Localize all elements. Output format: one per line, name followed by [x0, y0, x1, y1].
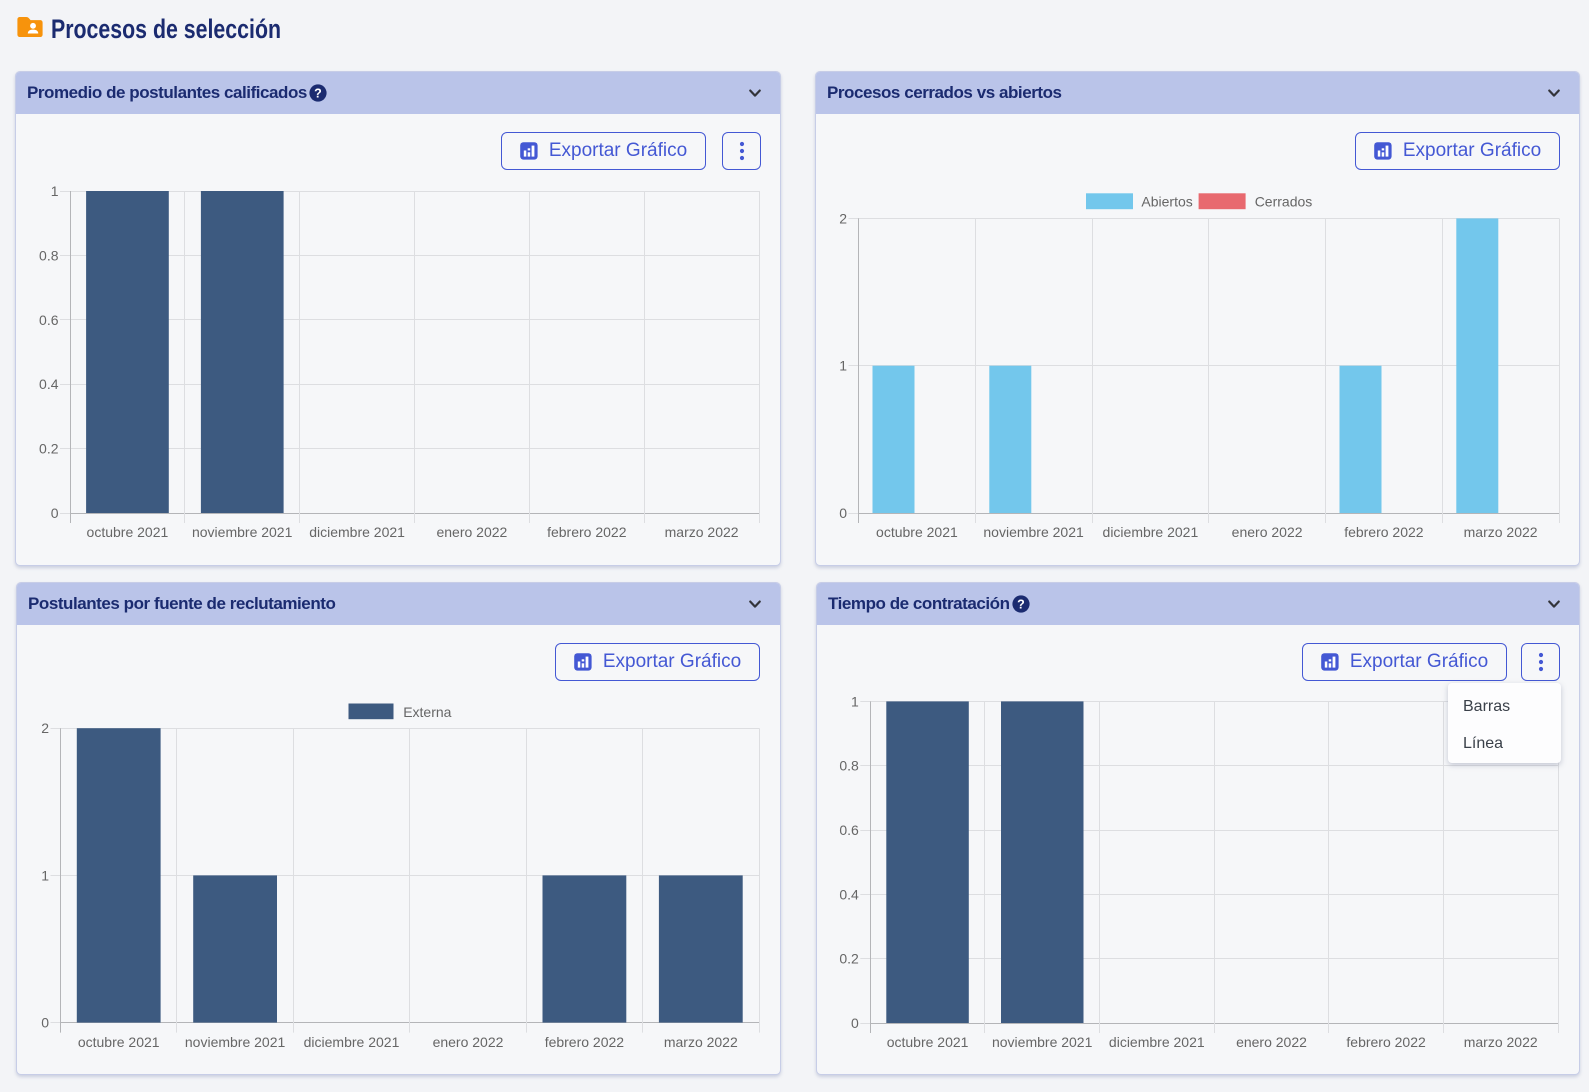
svg-text:?: ? [314, 86, 322, 100]
svg-text:?: ? [1017, 597, 1025, 611]
